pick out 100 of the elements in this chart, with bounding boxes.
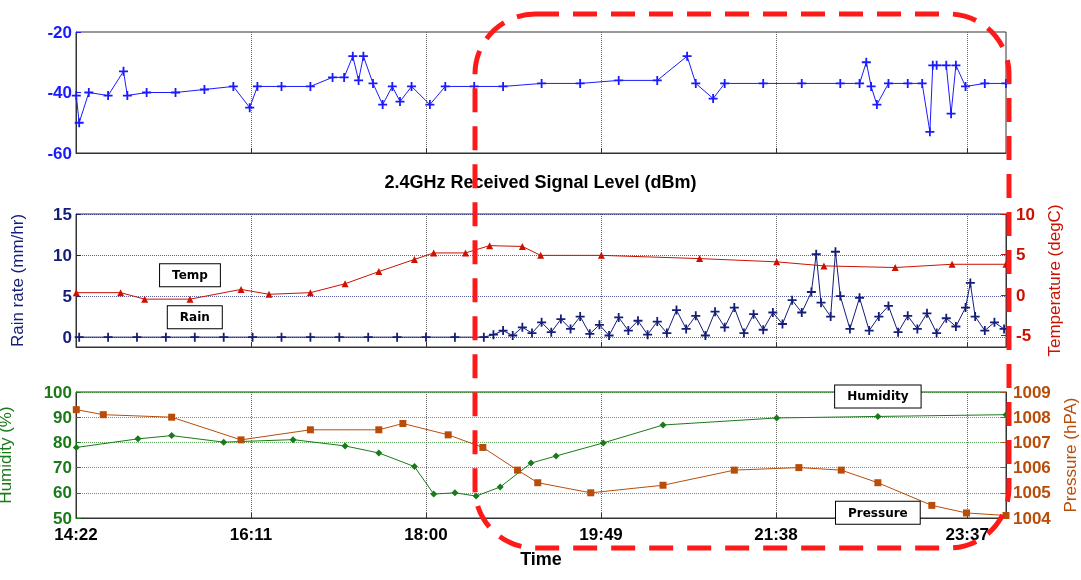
y2-tick-label: 1006 bbox=[1013, 458, 1051, 478]
point bbox=[518, 242, 526, 250]
y-tick-label: 15 bbox=[53, 204, 72, 224]
point bbox=[358, 51, 368, 61]
y-tick-label: 70 bbox=[53, 458, 72, 478]
point bbox=[948, 260, 956, 268]
point bbox=[730, 466, 738, 474]
point bbox=[597, 251, 605, 259]
y2-axis-title: Pressure (hPA) bbox=[1060, 397, 1080, 513]
point bbox=[682, 51, 692, 61]
point bbox=[117, 289, 125, 297]
x-axis-title: Time bbox=[520, 549, 562, 569]
point bbox=[341, 442, 349, 450]
x-tick-label: 18:00 bbox=[404, 525, 448, 544]
series-label: Temp bbox=[172, 268, 209, 283]
point bbox=[659, 421, 667, 429]
point bbox=[462, 249, 470, 257]
point bbox=[486, 242, 494, 250]
point bbox=[306, 289, 314, 297]
point bbox=[928, 501, 936, 509]
point bbox=[425, 100, 435, 110]
point bbox=[795, 464, 803, 472]
point bbox=[410, 463, 418, 471]
series-label: Pressure bbox=[847, 505, 908, 520]
point bbox=[220, 438, 228, 446]
point bbox=[265, 290, 273, 298]
point bbox=[237, 285, 245, 293]
y2-tick-label: 1007 bbox=[1013, 432, 1051, 452]
point bbox=[946, 109, 956, 119]
point bbox=[375, 449, 383, 457]
point bbox=[537, 251, 545, 259]
point bbox=[472, 492, 480, 500]
point bbox=[289, 436, 297, 444]
point bbox=[410, 255, 418, 263]
point bbox=[375, 268, 383, 276]
point bbox=[375, 426, 383, 434]
y2-tick-label: 10 bbox=[1016, 204, 1035, 224]
point bbox=[186, 295, 194, 303]
y2-tick-label: 1009 bbox=[1013, 382, 1051, 402]
point bbox=[74, 118, 84, 128]
point bbox=[496, 483, 504, 491]
point bbox=[341, 280, 349, 288]
series-label: Humidity bbox=[847, 389, 909, 404]
y-tick-label: 90 bbox=[53, 407, 72, 427]
x-tick-label: 23:37 bbox=[945, 525, 989, 544]
point bbox=[168, 413, 176, 421]
point bbox=[659, 481, 667, 489]
y-tick-label: 0 bbox=[62, 327, 72, 347]
point bbox=[399, 420, 407, 427]
point bbox=[587, 489, 595, 497]
point bbox=[951, 60, 961, 70]
point bbox=[861, 57, 871, 67]
point bbox=[527, 459, 535, 467]
point bbox=[925, 127, 935, 137]
point bbox=[430, 490, 438, 498]
y-tick-label: 50 bbox=[53, 508, 72, 528]
y2-tick-label: 1005 bbox=[1013, 483, 1051, 503]
point bbox=[872, 100, 882, 110]
y2-tick-label: -5 bbox=[1016, 326, 1032, 346]
y2-tick-label: 5 bbox=[1016, 245, 1026, 265]
x-tick-label: 16:11 bbox=[229, 525, 273, 544]
point bbox=[1002, 511, 1010, 519]
point bbox=[237, 436, 245, 444]
point bbox=[348, 51, 358, 61]
point bbox=[72, 443, 80, 451]
y2-axis-title: Temperature (degC) bbox=[1044, 204, 1064, 357]
x-tick-label: 14:22 bbox=[54, 525, 98, 544]
y-tick-label: 60 bbox=[53, 483, 72, 503]
y-tick-label: 5 bbox=[62, 286, 72, 306]
x-tick-label: 19:49 bbox=[579, 525, 623, 544]
y-tick-label: -60 bbox=[47, 143, 72, 163]
y-axis-title: Rain rate (mm/hr) bbox=[8, 213, 27, 348]
y-tick-label: -20 bbox=[47, 22, 72, 42]
point bbox=[99, 411, 107, 419]
point bbox=[245, 103, 255, 113]
point bbox=[141, 295, 149, 303]
point bbox=[874, 412, 882, 420]
point bbox=[874, 479, 882, 487]
point bbox=[339, 72, 349, 82]
point bbox=[941, 60, 951, 70]
point bbox=[837, 466, 845, 474]
x-tick-label: 21:38 bbox=[754, 525, 798, 544]
series-label: Rain bbox=[179, 310, 210, 325]
point bbox=[306, 426, 314, 434]
point bbox=[451, 489, 459, 497]
y2-tick-label: 1008 bbox=[1013, 407, 1051, 427]
y-tick-label: -40 bbox=[47, 83, 72, 102]
point bbox=[932, 60, 942, 70]
point bbox=[696, 255, 704, 263]
point bbox=[168, 432, 176, 440]
point bbox=[552, 452, 560, 460]
point bbox=[378, 100, 388, 110]
point bbox=[72, 406, 80, 414]
y2-tick-label: 0 bbox=[1016, 285, 1026, 305]
y-tick-label: 100 bbox=[43, 382, 72, 402]
point bbox=[134, 435, 142, 443]
point bbox=[599, 439, 607, 447]
y2-tick-label: 1004 bbox=[1013, 508, 1052, 528]
point bbox=[444, 431, 452, 439]
point bbox=[891, 264, 899, 272]
